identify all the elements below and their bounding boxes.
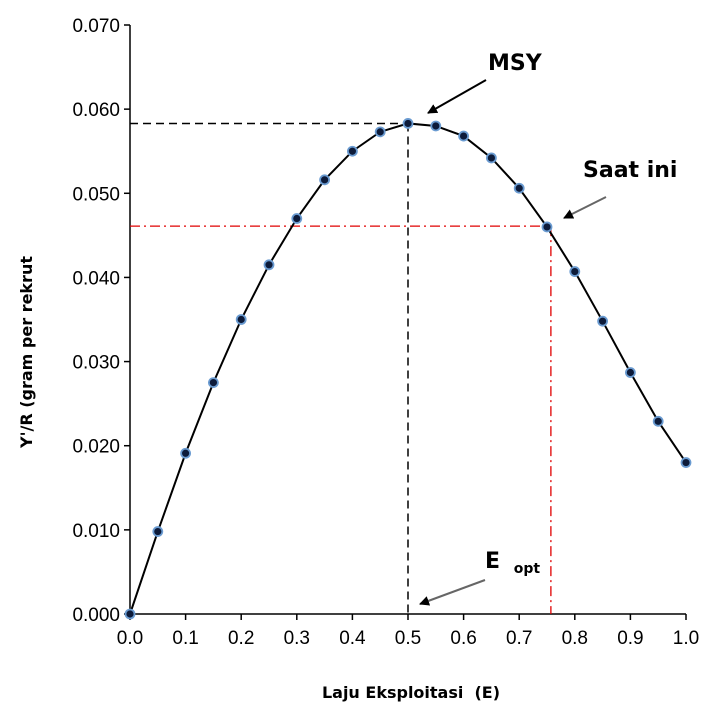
data-point — [402, 118, 414, 129]
y-tick-label: 0.030 — [72, 353, 120, 374]
axes: 0.000 0.010 0.020 0.030 0.040 0.050 0.060 0.070… — [72, 16, 699, 649]
data-point — [207, 377, 219, 389]
y-axis-title: Y'/R (gram per rekrut — [17, 256, 36, 449]
data-point — [597, 315, 608, 327]
data-point — [180, 447, 192, 459]
data-markers — [124, 118, 692, 620]
x-tick-label: 0.2 — [228, 628, 254, 649]
x-tick-label: 1.0 — [673, 628, 699, 649]
x-tick-label: 0.0 — [117, 628, 143, 649]
data-point — [319, 174, 331, 186]
y-tick-label: 0.070 — [72, 16, 120, 37]
x-tick-label: 0.9 — [617, 628, 643, 649]
data-point — [235, 314, 247, 325]
data-point — [263, 259, 275, 271]
x-tick-label: 0.6 — [450, 628, 476, 649]
msy-arrow — [427, 79, 487, 114]
y-tick-label: 0.020 — [72, 437, 120, 458]
x-tick-label: 0.8 — [562, 628, 588, 649]
msy-label: MSY — [488, 51, 543, 76]
x-tick-label: 0.5 — [395, 628, 421, 649]
x-tick-label: 0.7 — [506, 628, 532, 649]
y-tick-label: 0.040 — [72, 268, 120, 289]
data-point — [680, 457, 692, 468]
x-tick-label: 0.1 — [172, 628, 198, 649]
current-label: Saat ini — [583, 158, 677, 183]
annotations: MSY Saat ini E opt — [419, 51, 677, 606]
y-tick-label: 0.050 — [72, 184, 120, 205]
data-point — [430, 120, 442, 132]
x-tick-label: 0.4 — [339, 628, 366, 649]
data-point — [374, 126, 386, 138]
eopt-main: E — [485, 549, 500, 574]
eopt-label: E opt — [485, 549, 540, 577]
y-tick-label: 0.010 — [72, 521, 120, 542]
x-axis-title: Laju Eksploitasi (E) — [322, 683, 500, 702]
data-point — [152, 526, 164, 537]
y-tick-label: 0.060 — [72, 100, 120, 121]
reference-lines — [130, 122, 552, 614]
eopt-arrow — [419, 579, 486, 606]
y-tick-label: 0.000 — [72, 605, 120, 626]
data-point — [346, 145, 358, 157]
data-point — [541, 221, 553, 233]
data-point — [625, 367, 636, 378]
data-point — [513, 182, 525, 194]
data-point — [652, 415, 664, 427]
data-point — [485, 152, 497, 164]
data-point — [458, 130, 470, 142]
x-tick-label: 0.3 — [284, 628, 310, 649]
data-point — [569, 266, 581, 277]
current-arrow — [563, 196, 607, 219]
data-point — [291, 213, 303, 224]
eopt-sub: opt — [514, 561, 541, 577]
data-point — [124, 608, 136, 620]
